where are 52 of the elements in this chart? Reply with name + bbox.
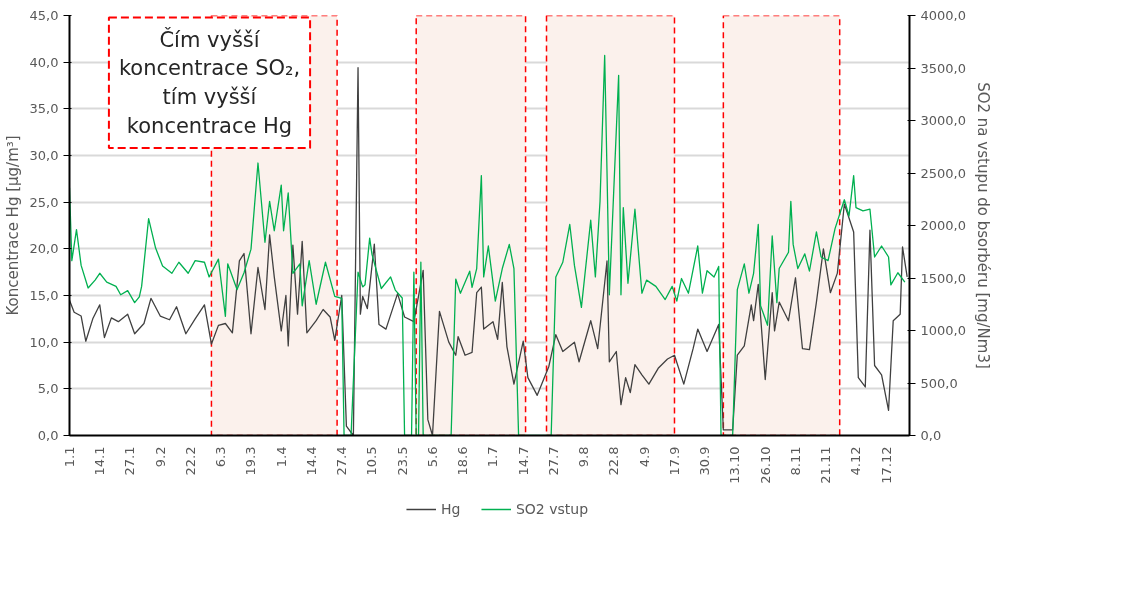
y2-tick-label: 2000,0 (920, 218, 966, 233)
y-axis-title: Koncentrace Hg [µg/m³] (3, 135, 22, 316)
x-tick-label: 1.4 (273, 446, 289, 468)
x-tick-label: 9.8 (576, 446, 592, 468)
y-tick-label: 10,0 (29, 334, 59, 350)
y-tick-label: 30,0 (29, 148, 59, 163)
y2-tick-label: 1000,0 (920, 323, 966, 338)
y2-tick-label: 3000,0 (920, 113, 966, 128)
x-tick-label: 22.8 (606, 446, 622, 476)
x-tick-label: 18.6 (455, 446, 471, 476)
x-tick-label: 8.11 (787, 446, 803, 476)
x-tick-label: 17.9 (666, 446, 682, 476)
x-tick-label: 1.1 (62, 446, 77, 468)
y-tick-label: 0,0 (37, 428, 59, 443)
x-tick-label: 4.9 (636, 446, 652, 468)
x-tick-label: 27.7 (545, 446, 561, 476)
y-tick-label: 25,0 (29, 194, 59, 210)
x-tick-label: 21.11 (818, 446, 834, 484)
y2-axis-title: SO2 na vstupu do bsorbéru [mg/Nm3] (973, 82, 992, 369)
x-tick-label: 23.5 (394, 446, 410, 476)
x-tick-label: 14.7 (515, 446, 531, 476)
x-tick-label: 6.3 (213, 446, 229, 468)
x-tick-label: 17.12 (878, 446, 894, 484)
y2-tick-label: 1500,0 (920, 270, 966, 286)
x-tick-label: 10.5 (364, 446, 380, 476)
x-tick-label: 14.4 (303, 446, 319, 476)
x-tick-label: 26.10 (757, 446, 773, 484)
y2-tick-label: 4000,0 (920, 8, 966, 23)
y-tick-label: 5,0 (37, 381, 59, 397)
x-tick-label: 5.6 (424, 446, 440, 468)
y-tick-label: 45,0 (29, 8, 59, 23)
annotation: Čím vyšší koncentrace SO₂, tím vyšší koncentrace Hg (118, 26, 301, 138)
x-tick-label: 14.1 (92, 446, 108, 476)
legend-label: SO2 vstup (515, 500, 589, 517)
y2-tick-label: 3500,0 (920, 60, 966, 76)
x-tick-label: 13.10 (727, 446, 743, 484)
y-tick-label: 15,0 (29, 288, 59, 303)
x-tick-label: 4.12 (848, 446, 864, 476)
x-tick-label: 19.3 (243, 446, 259, 476)
y2-tick-label: 0,0 (920, 428, 942, 443)
y2-tick-label: 2500,0 (920, 165, 966, 181)
x-tick-label: 9.2 (152, 446, 168, 468)
x-tick-label: 1.7 (485, 446, 501, 468)
x-tick-label: 22.2 (183, 446, 198, 476)
x-tick-label: 30.9 (697, 446, 713, 476)
y2-tick-label: 500,0 (920, 375, 958, 391)
x-tick-label: 27.1 (122, 446, 138, 476)
y-tick-label: 35,0 (29, 101, 59, 117)
legend-label: Hg (440, 500, 461, 517)
y-tick-label: 20,0 (29, 241, 59, 257)
y-tick-label: 40,0 (29, 54, 59, 70)
x-tick-label: 27.4 (334, 446, 350, 476)
